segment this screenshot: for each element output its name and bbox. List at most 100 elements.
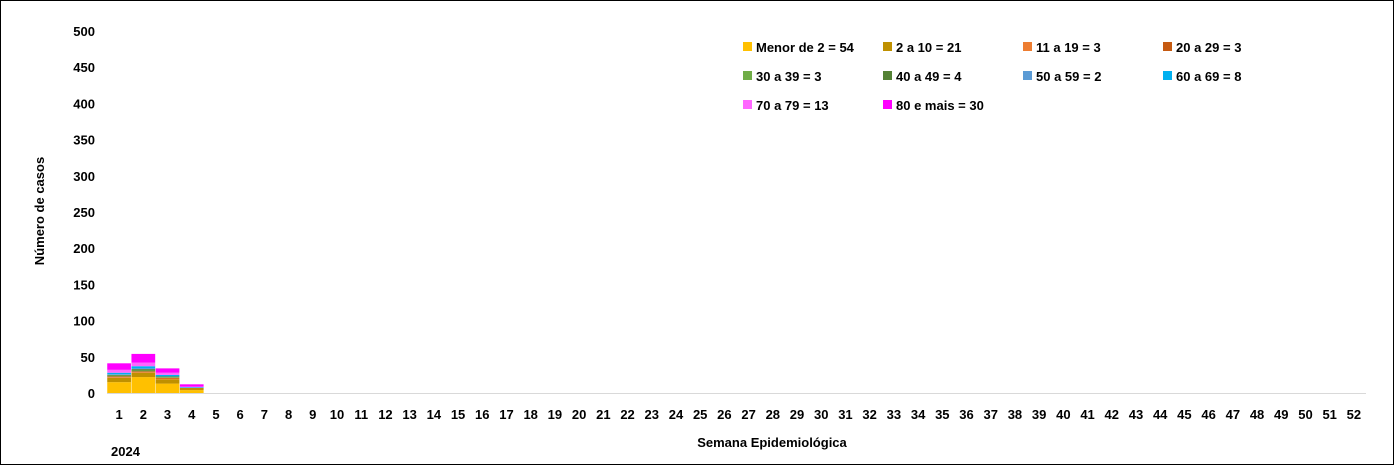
bar-segment xyxy=(155,372,180,375)
bar-segment xyxy=(131,372,156,373)
y-axis-label: Número de casos xyxy=(32,157,47,265)
legend-swatch xyxy=(743,42,752,51)
y-tick-label: 100 xyxy=(73,314,95,329)
bar-segment xyxy=(131,369,156,371)
y-tick-label: 400 xyxy=(73,96,95,111)
x-tick-label: 19 xyxy=(548,407,562,422)
bar-segment xyxy=(179,384,204,387)
x-tick-label: 38 xyxy=(1008,407,1022,422)
x-tick-label: 14 xyxy=(427,407,442,422)
legend-swatch xyxy=(883,42,892,51)
legend-label: 11 a 19 = 3 xyxy=(1036,40,1101,55)
x-tick-label: 16 xyxy=(475,407,489,422)
year-label: 2024 xyxy=(111,444,141,459)
bar-segment xyxy=(107,377,131,383)
x-axis-label: Semana Epidemiológica xyxy=(697,435,847,450)
bar-segment xyxy=(131,368,156,370)
x-tick-label: 48 xyxy=(1250,407,1264,422)
x-tick-label: 11 xyxy=(354,407,368,422)
x-tick-label: 39 xyxy=(1032,407,1046,422)
x-tick-label: 26 xyxy=(717,407,731,422)
bar-segment xyxy=(107,372,131,375)
bar-segment xyxy=(179,390,204,393)
bar-segment xyxy=(107,374,131,376)
legend-swatch xyxy=(1023,42,1032,51)
x-tick-label: 25 xyxy=(693,407,707,422)
x-tick-label: 8 xyxy=(285,407,292,422)
x-tick-label: 32 xyxy=(862,407,876,422)
x-tick-label: 44 xyxy=(1153,407,1168,422)
x-tick-label: 13 xyxy=(402,407,416,422)
legend-label: 30 a 39 = 3 xyxy=(756,69,821,84)
bar-segment xyxy=(155,378,180,380)
bar-segment xyxy=(107,369,131,373)
x-tick-label: 7 xyxy=(261,407,268,422)
bar-segment xyxy=(131,377,156,393)
x-tick-label: 10 xyxy=(330,407,344,422)
x-tick-label: 28 xyxy=(766,407,780,422)
x-tick-label: 24 xyxy=(669,407,684,422)
y-tick-label: 200 xyxy=(73,241,95,256)
legend-label: 40 a 49 = 4 xyxy=(896,69,962,84)
legend-label: 60 a 69 = 8 xyxy=(1176,69,1241,84)
bar-segment xyxy=(155,374,180,377)
x-tick-label: 12 xyxy=(378,407,392,422)
legend-label: 80 e mais = 30 xyxy=(896,98,984,113)
bar-segment xyxy=(107,377,131,378)
x-tick-label: 40 xyxy=(1056,407,1070,422)
legend-label: 50 a 59 = 2 xyxy=(1036,69,1101,84)
x-tick-label: 30 xyxy=(814,407,828,422)
y-tick-label: 350 xyxy=(73,133,95,148)
x-tick-label: 20 xyxy=(572,407,586,422)
legend-label: Menor de 2 = 54 xyxy=(756,40,855,55)
x-tick-label: 33 xyxy=(887,407,901,422)
y-tick-label: 0 xyxy=(88,386,95,401)
x-tick-label: 29 xyxy=(790,407,804,422)
bar-segment xyxy=(107,363,131,370)
x-tick-label: 3 xyxy=(164,407,171,422)
x-tick-label: 5 xyxy=(212,407,219,422)
legend-swatch xyxy=(743,100,752,109)
x-tick-label: 42 xyxy=(1105,407,1119,422)
x-tick-label: 47 xyxy=(1226,407,1240,422)
x-tick-label: 15 xyxy=(451,407,465,422)
bar-segment xyxy=(179,386,204,388)
legend-swatch xyxy=(743,71,752,80)
x-tick-label: 51 xyxy=(1322,407,1336,422)
bar-segment xyxy=(131,353,156,363)
x-tick-label: 50 xyxy=(1298,407,1312,422)
x-tick-label: 9 xyxy=(309,407,316,422)
x-tick-label: 46 xyxy=(1201,407,1215,422)
x-tick-label: 17 xyxy=(499,407,513,422)
x-tick-label: 1 xyxy=(115,407,122,422)
x-tick-label: 35 xyxy=(935,407,949,422)
bar-segment xyxy=(131,366,156,369)
bar-segment xyxy=(155,377,180,379)
y-tick-label: 50 xyxy=(81,350,95,365)
bar-segment xyxy=(155,376,180,378)
y-tick-label: 300 xyxy=(73,169,95,184)
x-tick-label: 34 xyxy=(911,407,926,422)
x-tick-label: 52 xyxy=(1347,407,1361,422)
legend-label: 2 a 10 = 21 xyxy=(896,40,961,55)
x-tick-label: 22 xyxy=(620,407,634,422)
y-tick-label: 250 xyxy=(73,205,95,220)
y-tick-label: 150 xyxy=(73,277,95,292)
x-tick-label: 23 xyxy=(645,407,659,422)
x-tick-label: 31 xyxy=(838,407,852,422)
x-tick-label: 18 xyxy=(523,407,537,422)
legend-swatch xyxy=(1023,71,1032,80)
legend-swatch xyxy=(883,100,892,109)
bar-segment xyxy=(131,372,156,378)
bar-segment xyxy=(107,375,131,377)
bar-segment xyxy=(131,362,156,367)
x-tick-label: 49 xyxy=(1274,407,1288,422)
bar-segment xyxy=(155,377,180,378)
legend-swatch xyxy=(1163,71,1172,80)
x-tick-label: 45 xyxy=(1177,407,1191,422)
y-tick-label: 450 xyxy=(73,60,95,75)
legend-swatch xyxy=(883,71,892,80)
bar-segment xyxy=(179,387,204,391)
x-tick-label: 27 xyxy=(741,407,755,422)
bar-segment xyxy=(155,383,180,393)
